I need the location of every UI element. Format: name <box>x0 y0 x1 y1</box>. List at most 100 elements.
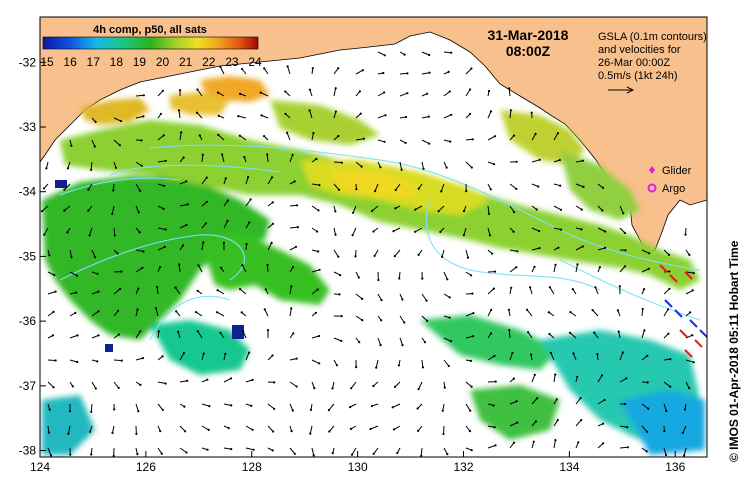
velocity-arrow-head <box>201 153 204 156</box>
velocity-arrow <box>377 92 385 97</box>
velocity-arrow-head <box>449 140 452 143</box>
velocity-arrow-head <box>668 270 671 273</box>
velocity-arrow <box>179 380 188 383</box>
velocity-arrow <box>350 381 357 389</box>
velocity-arrow <box>685 227 687 235</box>
velocity-arrow-head <box>204 222 207 225</box>
velocity-arrow-head <box>250 404 253 407</box>
velocity-arrow <box>91 381 97 389</box>
velocity-arrow <box>415 205 423 211</box>
velocity-arrow-head <box>556 132 560 135</box>
velocity-arrow-head <box>328 430 331 433</box>
velocity-arrow-head <box>120 359 123 362</box>
velocity-arrow-head <box>184 430 187 433</box>
velocity-arrow-head <box>530 111 533 114</box>
velocity-arrow <box>352 205 357 213</box>
velocity-arrow-head <box>645 450 648 453</box>
velocity-arrow <box>443 447 448 455</box>
velocity-arrow-head <box>692 361 695 364</box>
velocity-arrow <box>135 267 143 273</box>
velocity-arrow-head <box>241 67 244 71</box>
colorbar-label: 23 <box>225 55 239 69</box>
velocity-arrow-head <box>207 428 210 431</box>
velocity-arrow-head <box>340 315 343 318</box>
velocity-arrow-head <box>186 379 189 382</box>
velocity-arrow <box>113 381 120 389</box>
velocity-arrow <box>509 422 518 427</box>
velocity-arrow-head <box>538 230 541 233</box>
velocity-arrow-head <box>448 316 451 319</box>
velocity-arrow-head <box>372 230 375 233</box>
velocity-arrow <box>443 337 452 342</box>
velocity-arrow <box>377 51 386 56</box>
velocity-arrow-head <box>293 452 296 455</box>
velocity-arrow-head <box>471 292 474 295</box>
velocity-arrow <box>553 264 556 273</box>
velocity-arrow <box>509 249 518 252</box>
velocity-arrow-head <box>392 428 396 431</box>
velocity-arrow <box>685 334 693 339</box>
velocity-arrow <box>47 381 54 388</box>
velocity-arrow-head <box>205 200 208 203</box>
velocity-arrow <box>531 374 536 383</box>
velocity-arrow <box>399 92 408 97</box>
velocity-arrow <box>685 381 690 389</box>
y-tick-label: -35 <box>19 249 37 263</box>
velocity-arrow-head <box>664 453 668 457</box>
velocity-arrow-head <box>601 209 604 212</box>
credit-label: © IMOS 01-Apr-2018 05:11 Hobart Time <box>727 240 741 462</box>
velocity-arrow-head <box>291 153 294 156</box>
velocity-arrow-head <box>370 404 373 408</box>
velocity-arrow-head <box>383 54 386 57</box>
velocity-arrow-head <box>314 311 317 314</box>
velocity-arrow-head <box>202 241 205 244</box>
velocity-arrow-head <box>139 189 142 192</box>
velocity-arrow-head <box>423 341 427 344</box>
velocity-arrow-head <box>582 185 585 188</box>
velocity-arrow-head <box>161 408 164 411</box>
velocity-arrow <box>201 154 204 163</box>
velocity-arrow <box>90 161 93 170</box>
velocity-arrow-head <box>646 430 649 433</box>
velocity-arrow-head <box>462 209 466 213</box>
velocity-arrow-head <box>51 334 55 337</box>
velocity-arrow-head <box>382 71 385 75</box>
velocity-arrow-head <box>119 119 122 123</box>
velocity-arrow-head <box>512 210 516 214</box>
velocity-arrow-head <box>684 233 687 236</box>
velocity-arrow <box>113 288 121 295</box>
y-tick-label: -38 <box>19 444 37 458</box>
velocity-arrow-head <box>428 142 431 145</box>
velocity-arrow-head <box>111 431 114 434</box>
velocity-arrow-head <box>579 397 582 400</box>
velocity-arrow-head <box>681 431 684 434</box>
velocity-arrow-head <box>689 311 692 314</box>
velocity-arrow-head <box>648 252 651 255</box>
velocity-arrow-head <box>391 406 394 409</box>
velocity-arrow-head <box>493 426 496 429</box>
velocity-arrow-head <box>49 454 53 457</box>
velocity-arrow <box>157 246 166 251</box>
velocity-arrow-head <box>490 332 493 335</box>
velocity-arrow-head <box>291 409 294 412</box>
velocity-arrow-head <box>446 453 449 456</box>
velocity-arrow-head <box>48 254 51 257</box>
velocity-arrow-head <box>318 184 321 187</box>
velocity-arrow <box>414 227 423 233</box>
velocity-arrow-head <box>601 422 605 425</box>
velocity-arrow <box>663 249 670 256</box>
colorbar-label: 15 <box>40 55 54 69</box>
velocity-arrow <box>443 271 448 280</box>
velocity-arrow <box>196 112 203 119</box>
velocity-arrow-head <box>493 270 497 273</box>
velocity-arrow <box>443 293 450 298</box>
velocity-arrow <box>135 403 139 412</box>
gsla-legend-line2: and velocities for <box>598 44 681 56</box>
velocity-arrow-head <box>239 92 242 95</box>
velocity-arrow <box>113 359 122 362</box>
argo-label: Argo <box>662 183 685 195</box>
velocity-arrow-head <box>139 383 142 386</box>
velocity-arrow <box>311 269 320 273</box>
velocity-arrow <box>333 271 341 276</box>
velocity-arrow-head <box>164 382 167 385</box>
